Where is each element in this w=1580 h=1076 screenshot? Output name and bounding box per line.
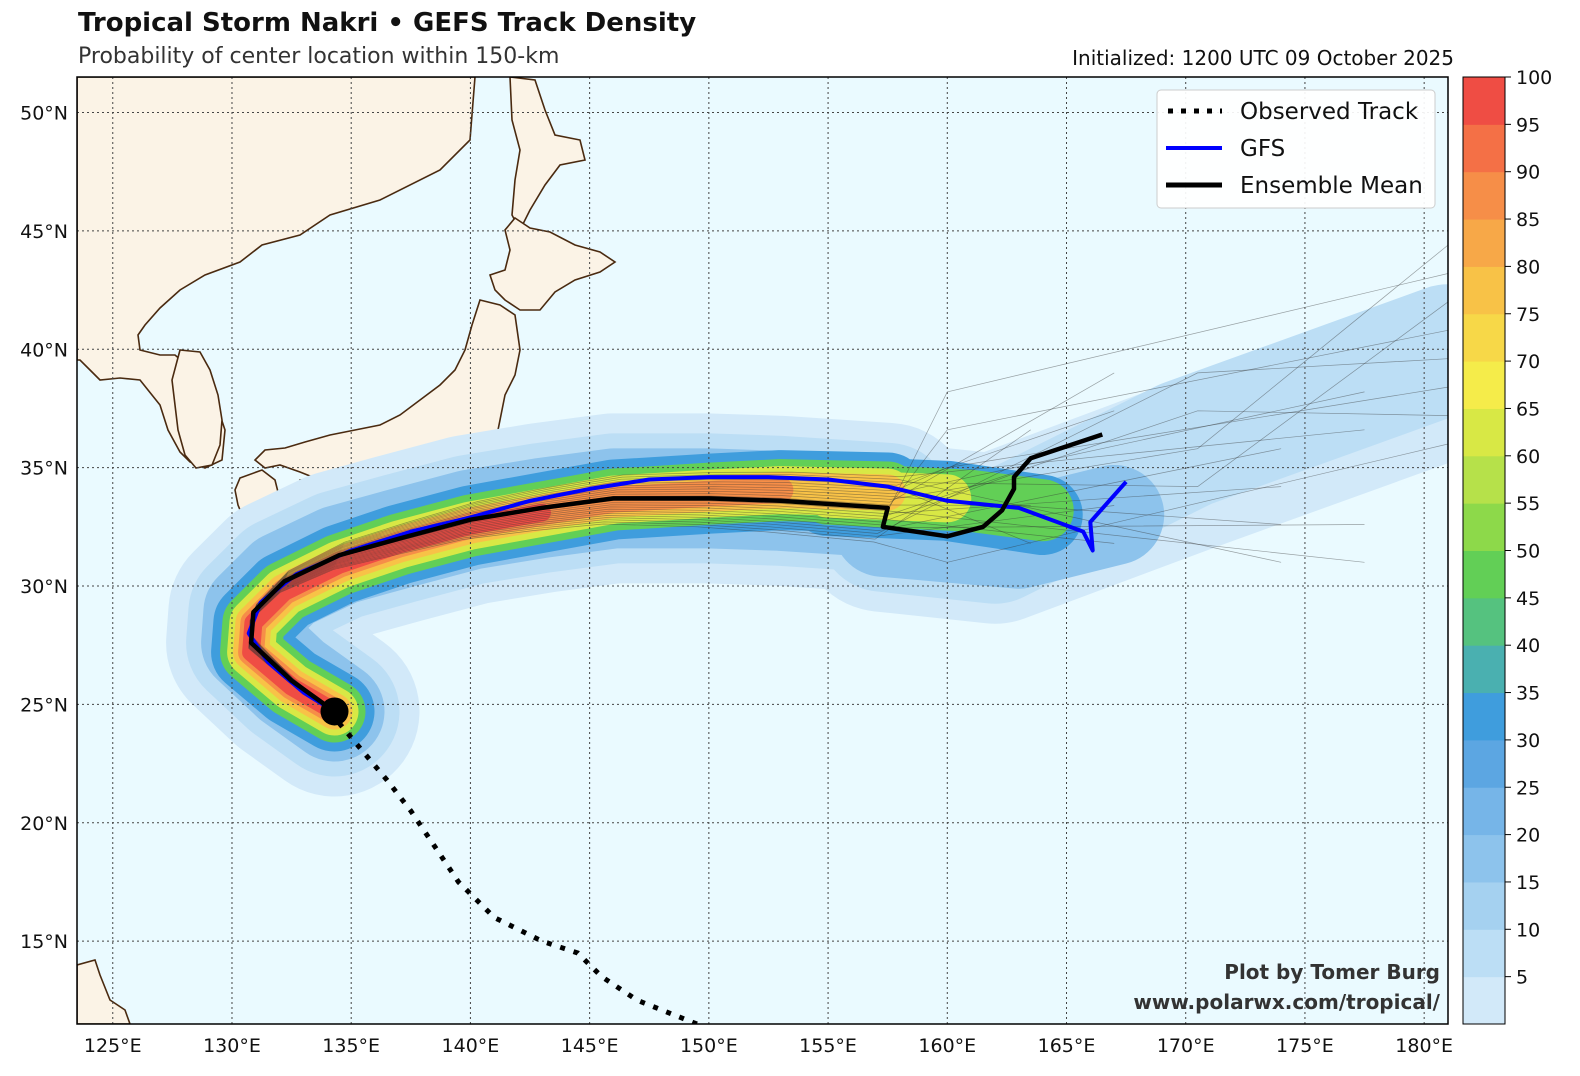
colorbar-tick-label: 25	[1516, 777, 1540, 799]
initialized-time: Initialized: 1200 UTC 09 October 2025	[1072, 46, 1454, 70]
longitude-ticks: 125°E 130°E 135°E 140°E 145°E 150°E 155°E 160°E…	[84, 1035, 1453, 1057]
lon-tick-label: 125°E	[84, 1035, 142, 1057]
colorbar-segment	[1463, 834, 1505, 883]
lat-tick-label: 25°N	[20, 694, 68, 716]
lat-tick-label: 45°N	[20, 221, 68, 243]
legend-box	[1156, 89, 1436, 209]
observed-track-line	[337, 721, 698, 1024]
colorbar-tick-label: 65	[1516, 398, 1540, 420]
colorbar-segment	[1463, 645, 1505, 694]
lat-tick-label: 40°N	[20, 339, 68, 361]
colorbar-tick-label: 95	[1516, 114, 1540, 136]
storm-center-marker	[320, 697, 349, 726]
credit-url: www.polarwx.com/tropical/	[1133, 990, 1440, 1014]
plot-frame	[76, 76, 1449, 1025]
colorbar-segment	[1463, 171, 1505, 220]
colorbar-segment	[1463, 692, 1505, 741]
lon-tick-label: 155°E	[799, 1035, 857, 1057]
density-band-8	[242, 503, 551, 721]
colorbar-ticks: 5 10 15 20 25 30 35 40 45 50 55 60 65 70 75 80 85 90 95 100	[1505, 67, 1552, 989]
colorbar-segment	[1463, 550, 1505, 599]
colorbar-segment	[1463, 361, 1505, 409]
colorbar-tick-label: 70	[1516, 351, 1540, 373]
lon-tick-label: 160°E	[918, 1035, 976, 1057]
colorbar-tick-label: 100	[1516, 67, 1552, 89]
lon-tick-label: 165°E	[1038, 1035, 1096, 1057]
lat-tick-label: 35°N	[20, 458, 68, 480]
colorbar-tick-label: 40	[1516, 635, 1540, 657]
lat-tick-label: 30°N	[20, 576, 68, 598]
colorbar-segment	[1463, 408, 1505, 457]
colorbar-segment	[1463, 77, 1505, 125]
colorbar-tick-label: 85	[1516, 209, 1540, 231]
colorbar-tick-label: 45	[1516, 588, 1540, 610]
land-philippines	[77, 959, 131, 1024]
ensemble-mean-track-line	[248, 432, 1104, 714]
lat-tick-label: 15°N	[20, 931, 68, 953]
colorbar-segment	[1463, 597, 1505, 646]
lat-tick-label: 20°N	[20, 813, 68, 835]
colorbar-tick-label: 60	[1516, 446, 1540, 468]
colorbar-segment	[1463, 976, 1505, 1025]
colorbar	[1463, 77, 1505, 1025]
lon-tick-label: 175°E	[1276, 1035, 1334, 1057]
legend: Observed Track GFS Ensemble Mean	[1156, 89, 1436, 209]
colorbar-tick-label: 10	[1516, 919, 1540, 941]
colorbar-segment	[1463, 219, 1505, 267]
lon-tick-label: 170°E	[1157, 1035, 1215, 1057]
colorbar-segment	[1463, 739, 1505, 788]
colorbar-tick-label: 20	[1516, 825, 1540, 847]
colorbar-segment	[1463, 455, 1505, 504]
colorbar-tick-label: 55	[1516, 493, 1540, 515]
colorbar-segment	[1463, 266, 1505, 315]
land-korea	[171, 349, 223, 469]
lon-tick-label: 140°E	[442, 1035, 500, 1057]
lon-tick-label: 150°E	[680, 1035, 738, 1057]
colorbar-segment	[1463, 881, 1505, 930]
chart-title: Tropical Storm Nakri • GEFS Track Densit…	[78, 8, 697, 38]
legend-label-gfs: GFS	[1240, 136, 1285, 162]
colorbar-tick-label: 80	[1516, 256, 1540, 278]
colorbar-segment	[1463, 503, 1505, 551]
colorbar-tick-label: 30	[1516, 730, 1540, 752]
colorbar-tick-label: 75	[1516, 304, 1540, 326]
colorbar-tick-label: 5	[1516, 967, 1528, 989]
colorbar-tick-label: 90	[1516, 162, 1540, 184]
colorbar-tick-label: 50	[1516, 541, 1540, 563]
colorbar-segment	[1463, 313, 1505, 362]
land-hokkaido	[488, 216, 617, 311]
colorbar-segment	[1463, 124, 1505, 173]
lat-tick-label: 50°N	[20, 103, 68, 125]
colorbar-segment	[1463, 787, 1505, 836]
lon-tick-label: 130°E	[203, 1035, 261, 1057]
lon-tick-label: 135°E	[322, 1035, 380, 1057]
lon-tick-label: 145°E	[561, 1035, 619, 1057]
gridlines	[77, 77, 1448, 1024]
chart-subtitle: Probability of center location within 15…	[78, 44, 560, 69]
colorbar-segment	[1463, 929, 1505, 978]
legend-label-observed: Observed Track	[1240, 99, 1419, 125]
lon-tick-label: 180°E	[1395, 1035, 1453, 1057]
land-sakhalin	[509, 77, 586, 232]
credit-author: Plot by Tomer Burg	[1224, 960, 1440, 984]
legend-label-ensemble-mean: Ensemble Mean	[1240, 173, 1423, 199]
latitude-ticks: 15°N 20°N 25°N 30°N 35°N 40°N 45°N 50°N	[20, 103, 68, 954]
colorbar-tick-label: 35	[1516, 683, 1540, 705]
colorbar-tick-label: 15	[1516, 872, 1540, 894]
